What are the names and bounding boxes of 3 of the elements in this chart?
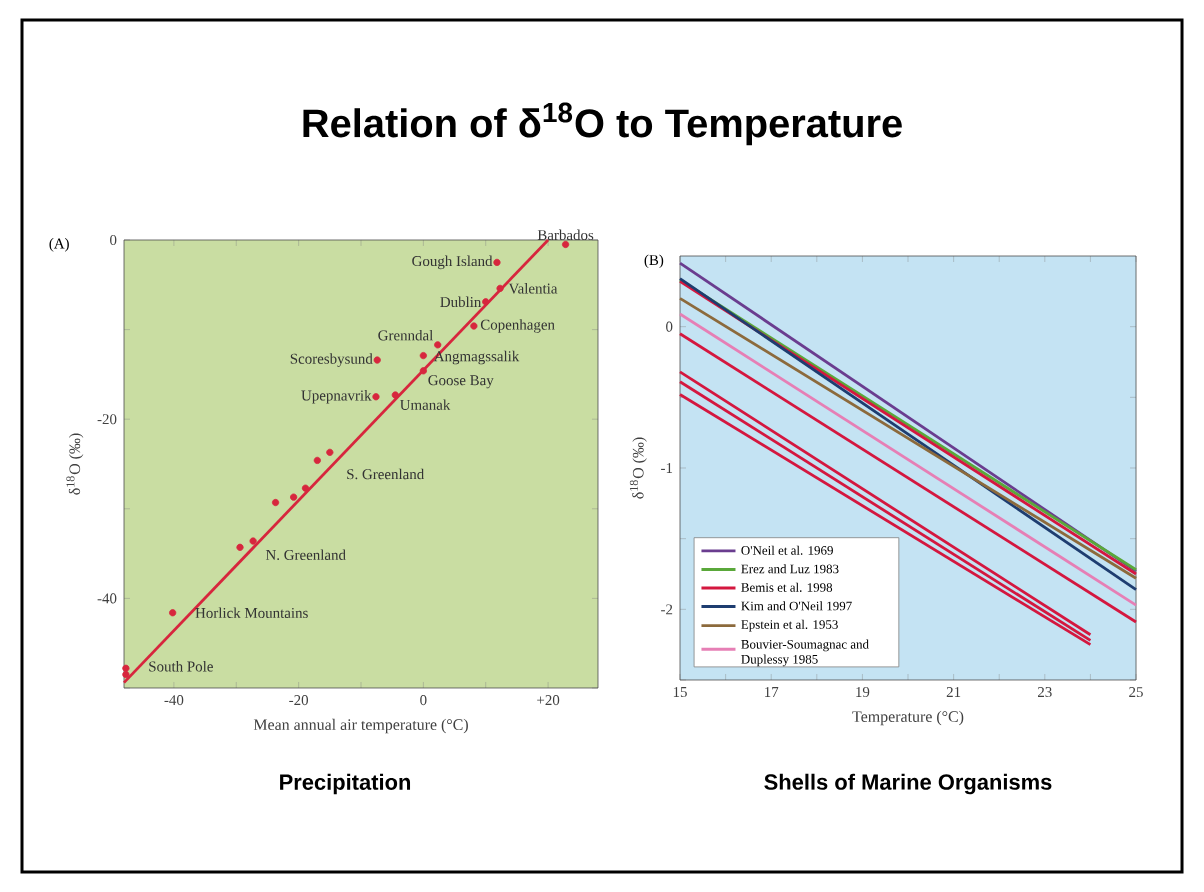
text: Shells of Marine Organisms [764, 773, 1052, 795]
chart-title: Relation of δ$^{18}$O to Temperature [303, 102, 902, 146]
text: Precipitation [280, 773, 411, 795]
